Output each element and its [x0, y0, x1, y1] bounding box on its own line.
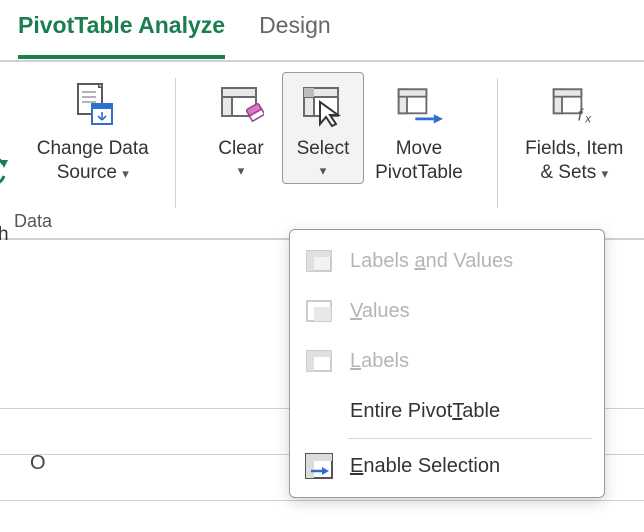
chevron-down-icon: ▾	[122, 166, 129, 181]
select-button[interactable]: Select ▾	[282, 72, 364, 184]
group-separator	[175, 78, 176, 208]
menu-label: Enable Selection	[350, 455, 588, 478]
svg-text:x: x	[584, 112, 592, 126]
fields-label-2: & Sets ▾	[540, 161, 608, 185]
clear-label: Clear	[218, 137, 263, 161]
move-pivottable-icon	[395, 81, 443, 129]
svg-text:f: f	[578, 106, 585, 125]
menu-values: Values	[290, 286, 604, 336]
change-data-source-button[interactable]: Change Data Source ▾	[28, 72, 158, 190]
ribbon: h Change D	[0, 62, 644, 240]
labels-icon	[304, 346, 334, 376]
change-data-source-label-1: Change Data	[37, 137, 149, 161]
clear-icon	[217, 81, 265, 129]
chevron-down-icon: ▾	[238, 163, 245, 179]
chevron-down-icon: ▾	[602, 166, 609, 181]
blank-icon	[304, 396, 334, 426]
menu-label: Values	[350, 300, 588, 323]
column-header-O[interactable]: O	[30, 452, 46, 475]
change-data-source-icon	[69, 81, 117, 129]
move-label-1: Move	[396, 137, 442, 161]
clear-button[interactable]: Clear ▾	[200, 72, 282, 184]
move-label-2: PivotTable	[375, 161, 463, 185]
values-icon	[304, 296, 334, 326]
select-dropdown-menu: Labels and Values Values Labels Entire P…	[289, 229, 605, 498]
labels-values-icon	[304, 246, 334, 276]
menu-label: Entire PivotTable	[350, 400, 588, 423]
move-pivottable-button[interactable]: Move PivotTable	[364, 72, 474, 190]
menu-label: Labels	[350, 350, 588, 373]
menu-enable-selection[interactable]: Enable Selection	[290, 441, 604, 491]
enable-selection-icon	[304, 451, 334, 481]
tab-design[interactable]: Design	[259, 12, 331, 55]
select-icon	[299, 81, 347, 129]
menu-label: Labels and Values	[350, 250, 588, 273]
tab-pivottable-analyze[interactable]: PivotTable Analyze	[18, 12, 225, 59]
group-label-data: Data	[14, 211, 52, 232]
menu-separator	[348, 438, 592, 439]
menu-entire-pivottable[interactable]: Entire PivotTable	[290, 386, 604, 436]
fields-items-sets-icon: f x	[550, 81, 598, 129]
select-label: Select	[297, 137, 350, 161]
change-data-source-label-2: Source ▾	[57, 161, 129, 185]
fields-label-1: Fields, Item	[525, 137, 623, 161]
gridline	[0, 500, 644, 501]
group-separator	[497, 78, 498, 208]
chevron-down-icon: ▾	[320, 163, 327, 179]
fields-items-sets-button[interactable]: f x Fields, Item & Sets ▾	[510, 72, 638, 190]
menu-labels: Labels	[290, 336, 604, 386]
menu-labels-and-values: Labels and Values	[290, 236, 604, 286]
ribbon-tabs: PivotTable Analyze Design	[0, 0, 644, 62]
